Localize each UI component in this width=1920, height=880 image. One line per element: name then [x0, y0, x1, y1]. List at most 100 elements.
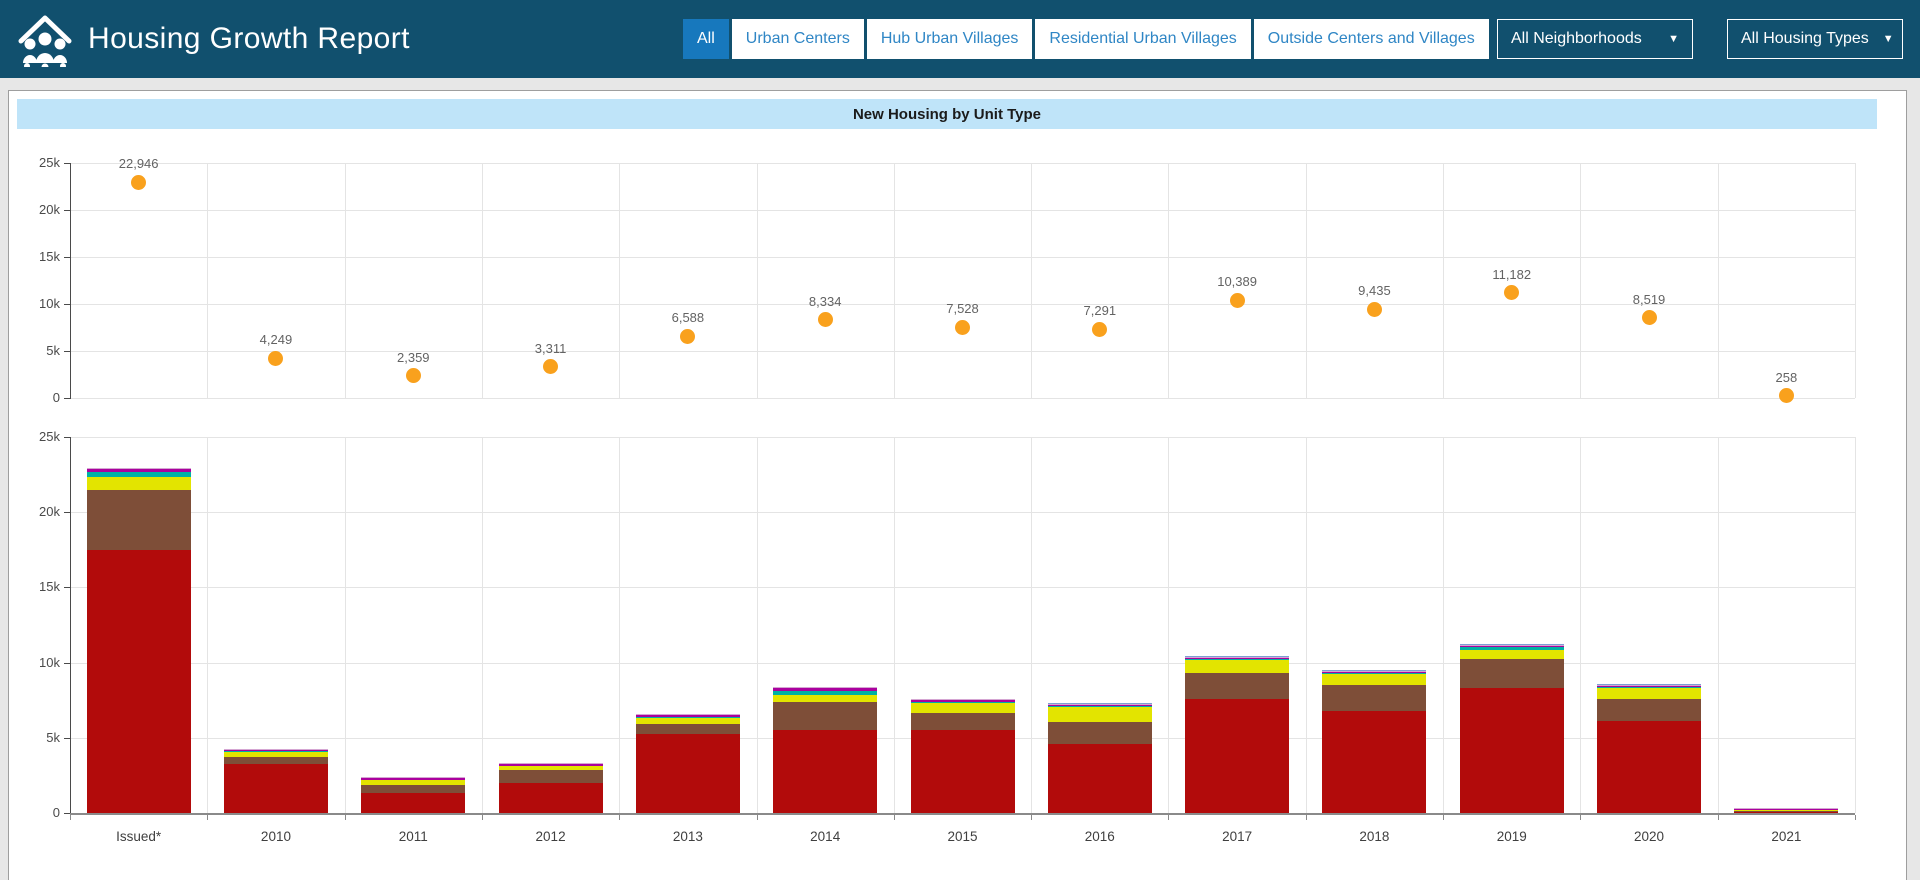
bar-segment-brown[interactable]: [1185, 672, 1290, 699]
bar-segment-periwinkle[interactable]: [1597, 684, 1702, 686]
bar-segment-teal[interactable]: [773, 691, 878, 695]
filter-button-residential-urban-villages[interactable]: Residential Urban Villages: [1035, 19, 1251, 59]
bar-segment-dark-red[interactable]: [1459, 687, 1564, 813]
bar-segment-magenta[interactable]: [635, 714, 740, 717]
scatter-dot[interactable]: [1641, 310, 1657, 326]
bar-segment-plum[interactable]: [635, 713, 740, 715]
bar-segment-brown[interactable]: [1459, 658, 1564, 688]
bar-segment-plum[interactable]: [773, 687, 878, 689]
bar-segment-plum[interactable]: [1734, 808, 1839, 810]
bar-segment-magenta[interactable]: [498, 763, 603, 766]
bar-segment-magenta[interactable]: [1185, 657, 1290, 659]
bar-segment-brown[interactable]: [1597, 698, 1702, 721]
bar-segment-yellow[interactable]: [361, 780, 466, 786]
bar-segment-teal[interactable]: [223, 751, 328, 753]
bar-segment-periwinkle[interactable]: [1047, 702, 1152, 704]
bar-segment-teal[interactable]: [1185, 658, 1290, 660]
axis-tick: [481, 815, 483, 820]
bar-segment-magenta[interactable]: [1322, 671, 1427, 673]
bar-segment-yellow[interactable]: [1597, 687, 1702, 699]
bar-segment-dark-red[interactable]: [361, 793, 466, 813]
bar-segment-yellow[interactable]: [1734, 809, 1839, 811]
scatter-dot[interactable]: [131, 174, 147, 190]
scatter-dot[interactable]: [268, 350, 284, 366]
bar-segment-yellow[interactable]: [86, 476, 191, 491]
filter-button-urban-centers[interactable]: Urban Centers: [731, 19, 864, 59]
bar-segment-periwinkle[interactable]: [1459, 644, 1564, 646]
filter-button-hub-urban-villages[interactable]: Hub Urban Villages: [866, 19, 1033, 59]
neighborhoods-dropdown[interactable]: All Neighborhoods ▼: [1497, 19, 1693, 59]
bar-segment-plum[interactable]: [361, 776, 466, 778]
bar-segment-dark-red[interactable]: [773, 730, 878, 813]
bar-segment-plum[interactable]: [1047, 703, 1152, 705]
bar-segment-magenta[interactable]: [361, 777, 466, 780]
scatter-dot[interactable]: [955, 319, 970, 335]
bar-segment-yellow[interactable]: [1459, 649, 1564, 659]
bar-segment-dark-red[interactable]: [1597, 720, 1702, 813]
bar-segment-periwinkle[interactable]: [1322, 670, 1427, 672]
x-tick-label: 2020: [1634, 829, 1665, 844]
bar-segment-magenta[interactable]: [1047, 704, 1152, 707]
bar-segment-yellow[interactable]: [498, 766, 603, 771]
bar-segment-teal[interactable]: [86, 472, 191, 477]
scatter-dot[interactable]: [817, 312, 833, 328]
bar-segment-brown[interactable]: [1734, 810, 1839, 813]
bar-segment-yellow[interactable]: [1185, 659, 1290, 673]
bar-segment-teal[interactable]: [635, 716, 740, 718]
bar-segment-magenta[interactable]: [1459, 645, 1564, 647]
filter-button-outside-centers-and-villages[interactable]: Outside Centers and Villages: [1253, 19, 1489, 59]
bar-segment-magenta[interactable]: [910, 700, 1015, 703]
scatter-dot[interactable]: [1229, 292, 1245, 308]
bar-segment-plum[interactable]: [223, 748, 328, 750]
bar-segment-dark-red[interactable]: [1047, 743, 1152, 813]
bar-segment-teal[interactable]: [910, 701, 1015, 703]
bar-segment-teal[interactable]: [1459, 646, 1564, 650]
bar-segment-dark-red[interactable]: [86, 549, 191, 813]
housing-types-dropdown[interactable]: All Housing Types ▼: [1727, 19, 1903, 59]
bar-segment-dark-red[interactable]: [1322, 710, 1427, 813]
bar-segment-dark-red[interactable]: [1734, 812, 1839, 813]
bar-segment-brown[interactable]: [635, 724, 740, 734]
bar-segment-teal[interactable]: [1597, 686, 1702, 688]
bar-segment-magenta[interactable]: [773, 688, 878, 692]
bar-segment-dark-red[interactable]: [635, 733, 740, 813]
bar-segment-plum[interactable]: [910, 699, 1015, 701]
filter-button-all[interactable]: All: [683, 19, 729, 59]
bar-segment-dark-red[interactable]: [1185, 698, 1290, 813]
bar-segment-brown[interactable]: [1047, 721, 1152, 744]
bar-segment-brown[interactable]: [498, 770, 603, 784]
bar-segment-brown[interactable]: [773, 701, 878, 731]
scatter-dot[interactable]: [1366, 301, 1382, 317]
bar-segment-teal[interactable]: [498, 765, 603, 767]
bar-segment-brown[interactable]: [910, 712, 1015, 731]
bar-segment-teal[interactable]: [1322, 672, 1427, 674]
scatter-dot[interactable]: [1504, 285, 1520, 301]
bar-segment-plum[interactable]: [86, 467, 191, 470]
bar-segment-yellow[interactable]: [1322, 673, 1427, 685]
scatter-dot[interactable]: [543, 359, 559, 375]
bar-segment-brown[interactable]: [223, 757, 328, 765]
bar-segment-yellow[interactable]: [635, 717, 740, 725]
bar-segment-plum[interactable]: [498, 762, 603, 764]
bar-segment-brown[interactable]: [1322, 684, 1427, 711]
bar-segment-dark-red[interactable]: [498, 783, 603, 813]
bar-segment-magenta[interactable]: [1597, 685, 1702, 688]
scatter-dot[interactable]: [680, 328, 696, 344]
scatter-dot[interactable]: [1778, 388, 1794, 404]
bar-segment-teal[interactable]: [1047, 705, 1152, 707]
bar-segment-periwinkle[interactable]: [1185, 656, 1290, 658]
scatter-dot[interactable]: [405, 368, 421, 384]
bar-segment-magenta[interactable]: [86, 469, 191, 473]
bar-segment-yellow[interactable]: [223, 752, 328, 758]
bar-segment-dark-red[interactable]: [910, 730, 1015, 813]
bar-segment-brown[interactable]: [361, 785, 466, 794]
bar-segment-yellow[interactable]: [773, 694, 878, 702]
bar-segment-dark-red[interactable]: [223, 764, 328, 813]
dot-value-label: 7,528: [946, 301, 979, 317]
dot-value-label: 3,311: [534, 340, 567, 356]
bar-segment-magenta[interactable]: [223, 749, 328, 752]
scatter-dot[interactable]: [1092, 321, 1108, 337]
bar-segment-yellow[interactable]: [910, 702, 1015, 713]
bar-segment-brown[interactable]: [86, 490, 191, 550]
bar-segment-yellow[interactable]: [1047, 706, 1152, 722]
